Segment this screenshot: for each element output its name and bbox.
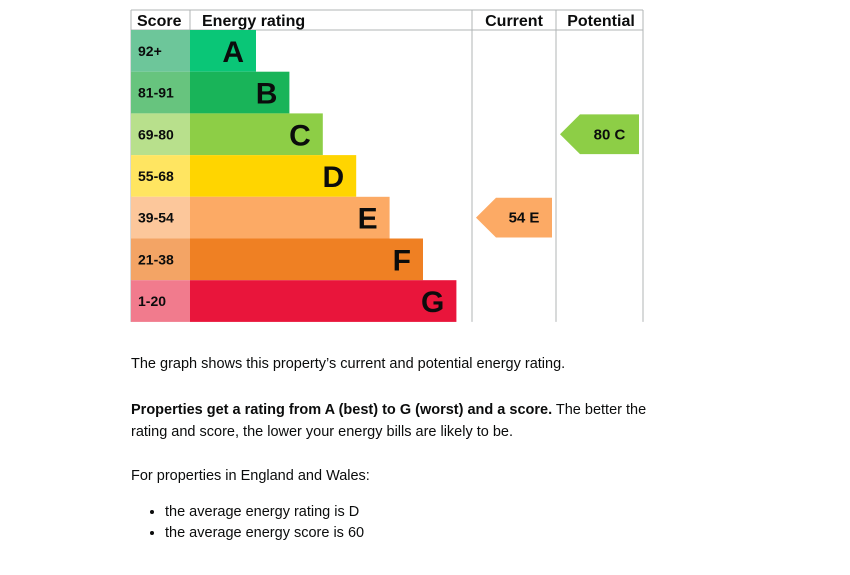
rating-bar [190, 280, 457, 322]
header-energy-rating: Energy rating [202, 13, 305, 30]
intro-text: The graph shows this property’s current … [131, 353, 671, 375]
band-a: 92+ A [131, 30, 256, 72]
band-d: 55-68 D [131, 155, 357, 197]
score-cell [131, 30, 190, 72]
score-label: 55-68 [138, 168, 174, 184]
score-label: 81-91 [138, 85, 174, 101]
current-rating-marker-label: 54 E [509, 210, 540, 227]
score-label: 21-38 [138, 251, 174, 267]
intro-paragraph: The graph shows this property’s current … [131, 356, 566, 372]
band-f: 21-38 F [131, 238, 423, 281]
rating-bar [190, 30, 256, 72]
england-wales-text: For properties in England and Wales: [131, 465, 671, 487]
rating-bands: 92+ A 81-91 B 69-80 C 55-68 D 39-54 E 21-38 F 1-20 G [131, 30, 457, 322]
rating-bar [190, 155, 357, 197]
score-label: 69-80 [138, 126, 174, 142]
rating-bar [190, 113, 323, 156]
score-label: 39-54 [138, 210, 174, 226]
average-rating-item: the average energy rating is D [165, 502, 364, 523]
rating-letter: B [256, 78, 278, 111]
score-label: 1-20 [138, 293, 166, 309]
score-cell [131, 155, 190, 197]
score-cell [131, 71, 190, 114]
rating-bar [190, 71, 290, 114]
rating-letter: E [358, 203, 378, 236]
band-e: 39-54 E [131, 196, 390, 239]
rating-explanation: Properties get a rating from A (best) to… [131, 399, 671, 443]
current-rating-marker-arrow [476, 197, 552, 238]
potential-rating-marker-arrow [560, 114, 639, 155]
score-cell [131, 280, 190, 322]
england-wales-paragraph: For properties in England and Wales: [131, 468, 370, 484]
rating-letter: D [323, 161, 345, 194]
band-g: 1-20 G [131, 280, 457, 322]
potential-rating-marker: 80 C [560, 114, 639, 155]
rating-markers: 54 E 80 C [476, 114, 639, 238]
potential-rating-marker-label: 80 C [594, 126, 626, 143]
rating-bar [190, 196, 390, 239]
average-score-item: the average energy score is 60 [165, 523, 364, 544]
score-cell [131, 196, 190, 239]
rating-letter: A [222, 36, 244, 69]
header-potential: Potential [567, 13, 635, 30]
band-c: 69-80 C [131, 113, 323, 156]
score-cell [131, 113, 190, 156]
score-cell [131, 238, 190, 281]
rating-letter: G [421, 286, 444, 319]
chart-headers: Score Energy rating Current Potential [137, 13, 635, 30]
current-rating-marker: 54 E [476, 197, 552, 238]
rating-explanation-rest: The better the rating and score, the low… [131, 402, 647, 440]
header-score: Score [137, 13, 182, 30]
epc-chart: Score Energy rating Current Potential 92… [130, 9, 644, 322]
header-current: Current [485, 13, 543, 30]
band-b: 81-91 B [131, 71, 290, 114]
averages-list: the average energy rating is D the avera… [131, 502, 364, 544]
rating-explanation-bold: Properties get a rating from A (best) to… [131, 402, 553, 418]
score-label: 92+ [138, 43, 162, 59]
rating-letter: F [393, 244, 411, 277]
rating-bar [190, 238, 423, 281]
rating-letter: C [289, 119, 311, 152]
